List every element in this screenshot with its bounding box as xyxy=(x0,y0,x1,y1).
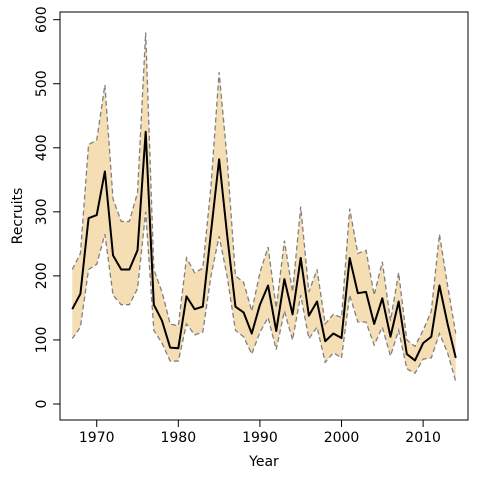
uncertainty-band xyxy=(72,32,456,382)
x-tick-label-1990: 1990 xyxy=(242,430,278,446)
y-tick-label-200: 200 xyxy=(34,263,50,290)
median-layer xyxy=(71,130,457,362)
y-axis-label: Recruits xyxy=(10,188,26,245)
y-tick-label-400: 400 xyxy=(34,134,50,161)
plot-frame xyxy=(59,11,469,421)
x-tick-label-1980: 1980 xyxy=(160,430,196,446)
y-axis: 0 100 200 300 400 500 600 xyxy=(34,6,60,408)
y-tick-label-500: 500 xyxy=(34,70,50,97)
y-tick-label-0: 0 xyxy=(34,400,50,409)
lower-bound-line xyxy=(71,211,457,382)
x-tick-label-1970: 1970 xyxy=(79,430,115,446)
y-tick-label-100: 100 xyxy=(34,327,50,354)
x-tick-label-2000: 2000 xyxy=(324,430,360,446)
x-tick-label-2010: 2010 xyxy=(405,430,441,446)
upper-bound-line xyxy=(71,32,457,348)
median-line xyxy=(71,130,457,362)
x-axis-label: Year xyxy=(248,454,279,470)
y-tick-label-600: 600 xyxy=(34,6,50,33)
y-tick-label-300: 300 xyxy=(34,198,50,225)
x-axis: 1970 1980 1990 2000 2010 xyxy=(79,420,441,446)
bound-lines-layer xyxy=(71,32,457,382)
band-layer xyxy=(72,32,456,382)
